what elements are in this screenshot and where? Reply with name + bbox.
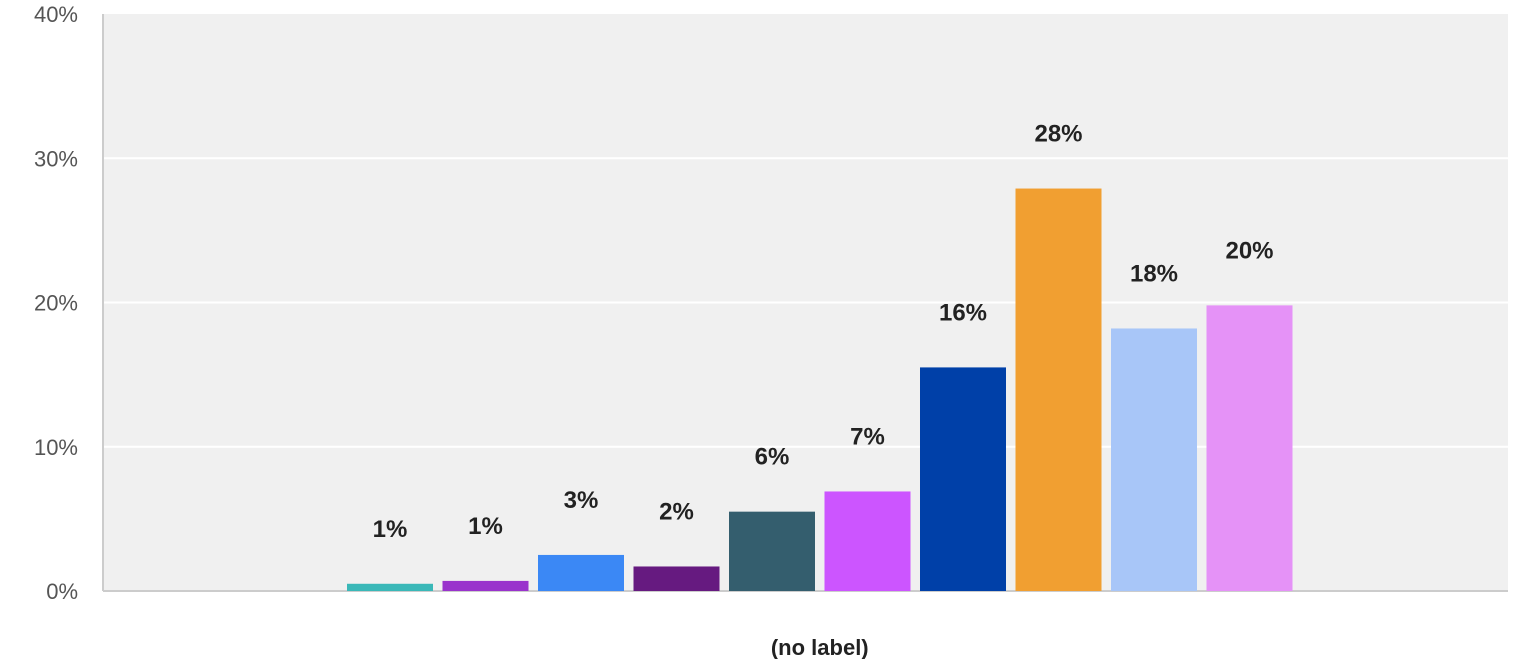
x-category-label: (no label): [771, 635, 869, 659]
bar: [1206, 305, 1293, 591]
bar: [1111, 328, 1197, 591]
y-tick-label: 10%: [34, 435, 78, 460]
data-label: 18%: [1130, 260, 1178, 287]
bar: [633, 566, 720, 591]
data-label: 3%: [564, 487, 599, 514]
data-label: 28%: [1034, 121, 1082, 148]
y-tick-label: 40%: [34, 2, 78, 27]
bars: [347, 188, 1293, 592]
y-tick-label: 20%: [34, 291, 78, 316]
y-axis-tick-labels: 0% 10% 20% 30% 40%: [34, 2, 78, 604]
bar: [824, 491, 911, 591]
data-labels: 1% 1% 3% 2% 6% 7% 16% 28% 18% 20%: [373, 121, 1274, 543]
data-label: 1%: [468, 513, 503, 540]
data-label: 2%: [659, 498, 694, 525]
bar: [1015, 188, 1102, 592]
bar: [442, 580, 529, 591]
y-tick-label: 30%: [34, 146, 78, 171]
data-label: 6%: [755, 444, 790, 471]
data-label: 16%: [939, 299, 987, 326]
bar: [729, 511, 815, 591]
category-labels: (no label): [771, 635, 869, 659]
data-label: 20%: [1225, 237, 1273, 264]
bar: [538, 554, 624, 591]
bar: [920, 367, 1006, 591]
y-tick-label: 0%: [46, 579, 78, 604]
data-label: 7%: [850, 423, 885, 450]
data-label: 1%: [373, 516, 408, 543]
bar: [347, 583, 433, 591]
